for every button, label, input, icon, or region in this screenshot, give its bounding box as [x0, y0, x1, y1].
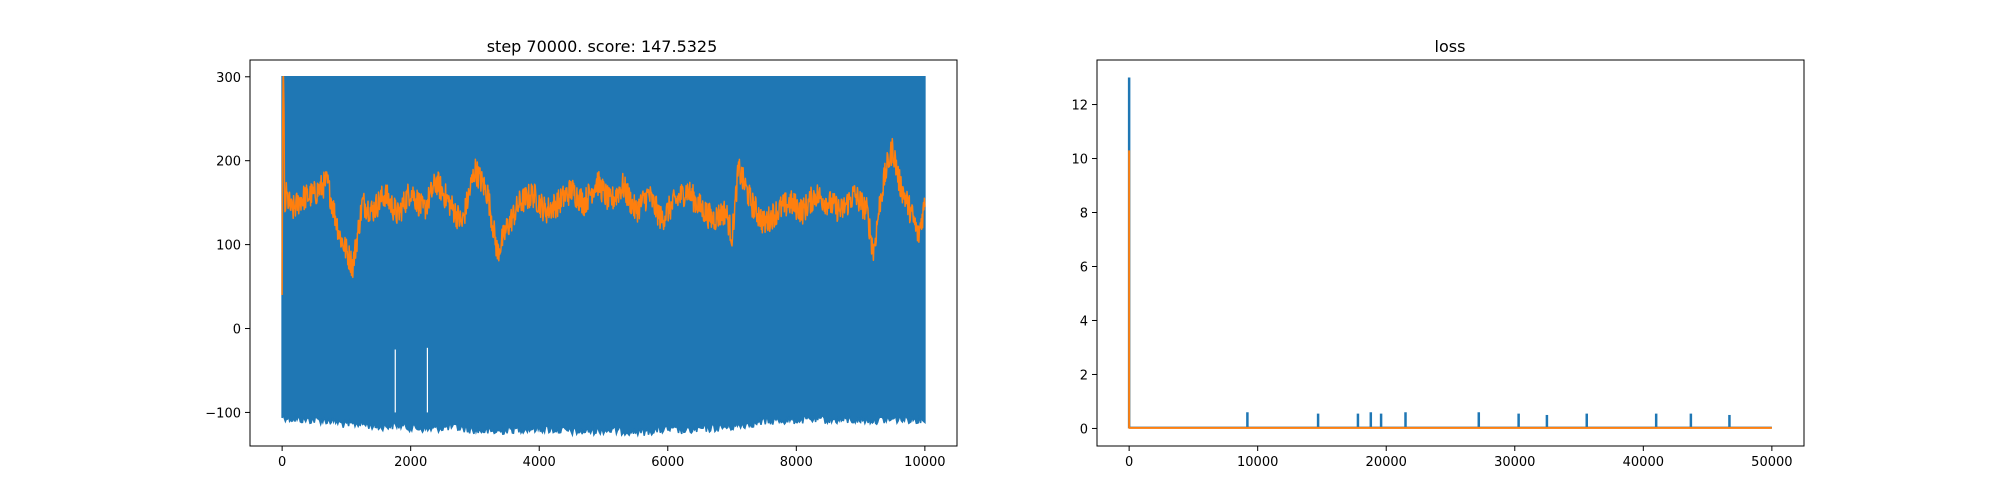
loss-chart-xtick-label: 10000	[1237, 455, 1278, 470]
score-chart-xtick-label: 10000	[904, 455, 945, 470]
score-chart-frame	[249, 59, 958, 447]
score-chart-ytick-label: 0	[233, 323, 241, 338]
loss-chart-xtick-label: 0	[1125, 455, 1133, 470]
score-chart-ytick-label: 200	[216, 155, 241, 170]
loss-chart-ytick-label: 6	[1080, 260, 1088, 275]
loss-chart-xtick-label: 50000	[1751, 455, 1792, 470]
score-chart-x-axis: 0 2000 4000 6000 8000 10000	[278, 446, 946, 470]
loss-chart-xtick-label: 30000	[1494, 455, 1535, 470]
score-chart-xtick-label: 8000	[780, 455, 813, 470]
score-chart-xtick-label: 0	[278, 455, 286, 470]
score-chart-ytick-label: −100	[205, 406, 241, 421]
loss-chart-ytick-label: 8	[1080, 207, 1088, 222]
loss-chart-y-axis: 0 2 4 6 8 10 12	[1071, 99, 1097, 437]
loss-chart-ytick-label: 2	[1080, 368, 1088, 383]
loss-chart-ytick-label: 12	[1071, 99, 1088, 114]
score-chart-ytick-label: 100	[216, 239, 241, 254]
loss-chart-x-axis: 0 10000 20000 30000 40000 50000	[1125, 446, 1793, 470]
score-chart-ytick-label: 300	[216, 71, 241, 86]
loss-chart-title: loss	[1435, 37, 1466, 56]
loss-chart-ytick-label: 4	[1080, 314, 1088, 329]
score-chart-title: step 70000. score: 147.5325	[487, 37, 718, 56]
loss-chart-ytick-label: 10	[1071, 153, 1088, 168]
score-chart-y-axis: −100 0 100 200 300	[205, 71, 250, 421]
score-chart-series	[281, 76, 926, 438]
score-chart-xtick-label: 4000	[523, 455, 556, 470]
loss-chart-xtick-label: 40000	[1623, 455, 1664, 470]
loss-chart-series	[1127, 77, 1772, 429]
score-chart-xtick-label: 2000	[394, 455, 427, 470]
score-chart-series-raw-band	[281, 76, 926, 438]
score-chart-xtick-label: 6000	[651, 455, 684, 470]
score-chart-series-smoothed-line	[281, 76, 926, 296]
loss-chart-frame	[1096, 59, 1805, 447]
score-chart: step 70000. score: 147.5325 0 2000 4000 600…	[205, 37, 958, 470]
loss-chart-xtick-label: 20000	[1366, 455, 1407, 470]
loss-chart: loss 0 10000 20000 30000 40000 50000 0 2 4 6 8 10 1…	[1071, 37, 1805, 470]
loss-chart-ytick-label: 0	[1080, 422, 1088, 437]
